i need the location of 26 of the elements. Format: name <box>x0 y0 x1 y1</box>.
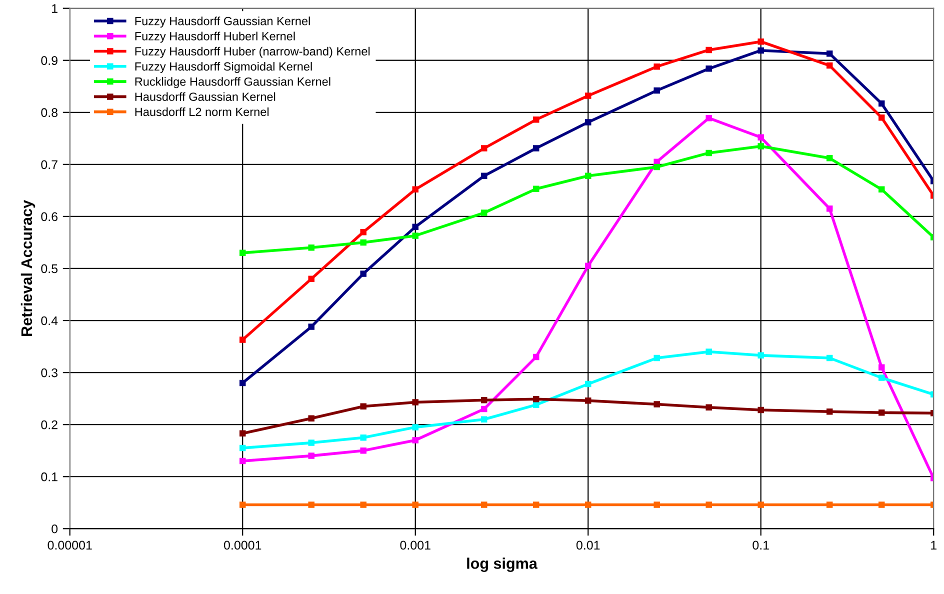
y-tick-label: 0.9 <box>41 56 58 66</box>
legend-label: Fuzzy Hausdorff Huber (narrow-band) Kernel <box>135 46 370 58</box>
y-tick-label: 0.5 <box>41 264 58 274</box>
y-tick-label: 0.6 <box>41 212 58 222</box>
y-tick-label: 0.3 <box>41 368 58 378</box>
legend-label: Rucklidge Hausdorff Gaussian Kernel <box>135 77 330 88</box>
legend-label: Fuzzy Hausdorff Sigmoidal Kernel <box>135 62 312 73</box>
legend-label: Hausdorff L2 norm Kernel <box>135 107 269 116</box>
y-axis-title: Retrieval Accuracy <box>20 200 36 336</box>
x-tick-label: 0.00001 <box>48 540 92 550</box>
x-tick-label: 0.1 <box>752 540 769 550</box>
y-tick-label: 1 <box>52 4 58 13</box>
legend-label: Fuzzy Hausdorff Gaussian Kernel <box>135 16 310 28</box>
x-tick-label: 0.0001 <box>224 540 262 550</box>
x-tick-label: 0.001 <box>400 540 430 550</box>
y-tick-label: 0.8 <box>41 108 58 118</box>
legend-label: Fuzzy Hausdorff Huberl Kernel <box>135 32 295 43</box>
x-tick-label: 1 <box>931 540 936 550</box>
y-tick-label: 0 <box>52 524 58 534</box>
y-tick-label: 0.7 <box>41 160 58 170</box>
y-tick-label: 0.2 <box>41 420 58 430</box>
y-tick-label: 0.1 <box>41 472 58 482</box>
legend-label: Hausdorff Gaussian Kernel <box>135 92 276 101</box>
x-axis-title: log sigma <box>467 558 538 572</box>
x-tick-label: 0.01 <box>576 540 600 550</box>
y-tick-label: 0.4 <box>41 316 58 326</box>
